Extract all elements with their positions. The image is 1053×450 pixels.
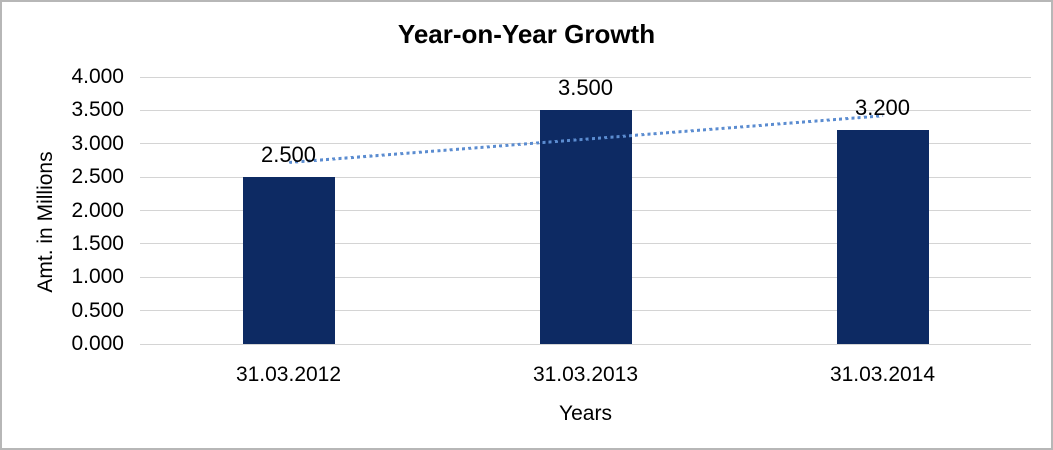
bar (539, 110, 632, 344)
bar-value-label: 3.500 (557, 75, 614, 101)
y-tick-label: 2.500 (71, 165, 124, 189)
category-label: 31.03.2013 (532, 363, 639, 386)
y-tick-label: 2.000 (71, 198, 124, 222)
y-tick-label: 3.500 (71, 98, 124, 122)
bar (242, 177, 335, 344)
bar-value-label: 3.200 (854, 95, 911, 121)
bar (836, 130, 929, 344)
y-tick-label: 0.500 (71, 298, 124, 322)
gridline (140, 343, 1031, 345)
y-tick-label: 1.500 (71, 231, 124, 255)
y-tick-label: 4.000 (71, 65, 124, 88)
chart-title: Year-on-Year Growth (397, 19, 656, 49)
gridline (140, 76, 1031, 78)
category-label: 31.03.2012 (235, 363, 342, 386)
y-tick-label: 1.000 (71, 265, 124, 289)
y-tick-label: 0.000 (71, 332, 124, 355)
category-label: 31.03.2014 (829, 363, 936, 386)
bar-value-label: 2.500 (260, 142, 317, 168)
y-tick-label: 3.000 (71, 131, 124, 155)
x-axis-title: Years (559, 402, 612, 425)
